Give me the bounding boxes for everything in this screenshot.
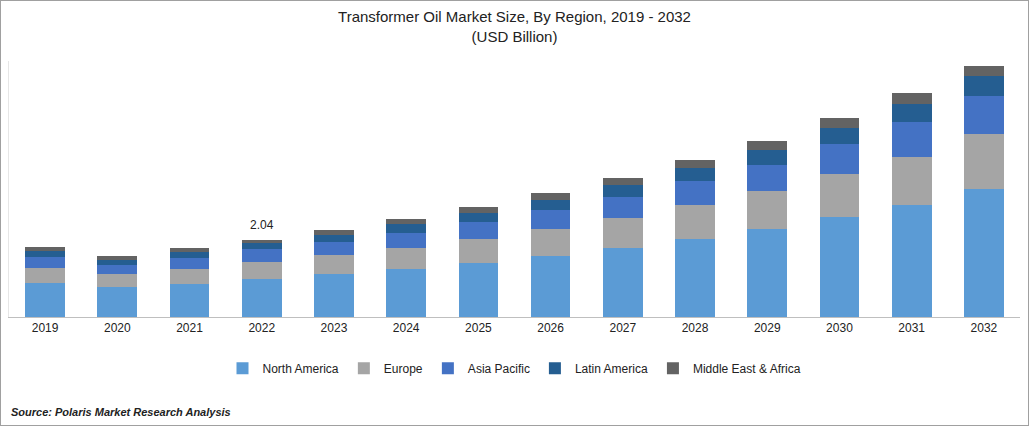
svg-text:Transformer Oil Market Size, B: Transformer Oil Market Size, By Region, … xyxy=(338,8,691,45)
svg-text:Europe: Europe xyxy=(384,362,423,376)
svg-text:North America: North America xyxy=(263,362,339,376)
svg-text:2028: 2028 xyxy=(682,321,709,335)
svg-text:2023: 2023 xyxy=(321,321,348,335)
svg-text:2019: 2019 xyxy=(32,321,59,335)
svg-text:2022: 2022 xyxy=(248,321,275,335)
svg-text:2030: 2030 xyxy=(826,321,853,335)
svg-text:Latin America: Latin America xyxy=(575,362,648,376)
svg-text:2027: 2027 xyxy=(609,321,636,335)
svg-text:2032: 2032 xyxy=(971,321,998,335)
svg-text:2029: 2029 xyxy=(754,321,781,335)
svg-text:2031: 2031 xyxy=(898,321,925,335)
svg-text:2.04: 2.04 xyxy=(250,218,274,232)
svg-text:Source: Polaris Market Researc: Source: Polaris Market Research Analysis xyxy=(11,406,231,418)
svg-text:Asia Pacific: Asia Pacific xyxy=(468,362,530,376)
svg-text:2021: 2021 xyxy=(176,321,203,335)
svg-text:Middle East & Africa: Middle East & Africa xyxy=(693,362,801,376)
svg-text:2025: 2025 xyxy=(465,321,492,335)
svg-text:2020: 2020 xyxy=(104,321,131,335)
svg-text:2024: 2024 xyxy=(393,321,420,335)
svg-text:2026: 2026 xyxy=(537,321,564,335)
